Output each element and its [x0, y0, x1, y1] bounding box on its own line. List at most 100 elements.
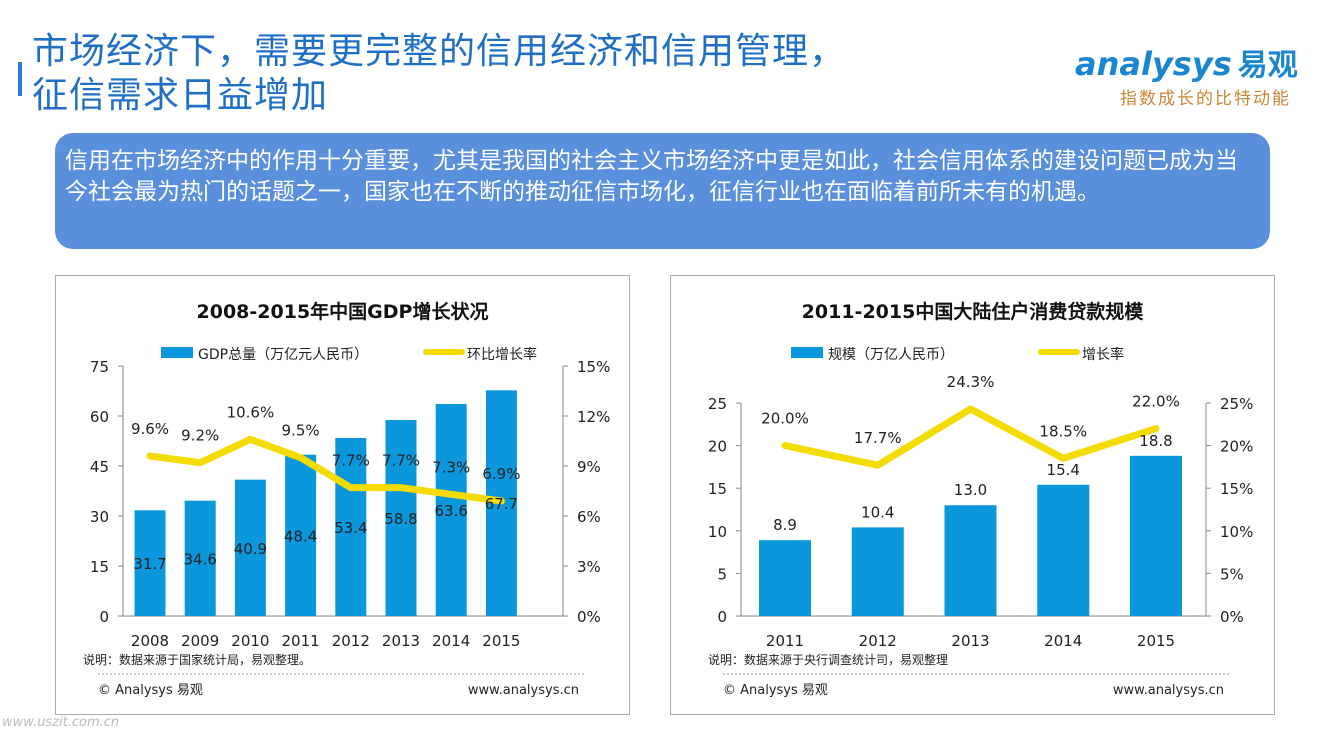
x-tick-label: 2014 [1044, 632, 1082, 650]
y-tick-label: 0 [717, 608, 727, 626]
bar [944, 505, 997, 616]
y-tick-label: 15 [708, 480, 727, 498]
line-value-label: 7.7% [332, 452, 370, 470]
intro-callout: 信用在市场经济中的作用十分重要，尤其是我国的社会主义市场经济中更是如此，社会信用… [55, 133, 1270, 249]
y2-tick-label: 25% [1220, 395, 1253, 413]
y-tick-label: 5 [717, 565, 727, 583]
y2-tick-label: 15% [1220, 480, 1253, 498]
legend-bar-swatch [791, 347, 823, 358]
line-value-label: 17.7% [854, 429, 902, 447]
bar [1130, 455, 1182, 616]
bar [759, 540, 811, 616]
footer-url: www.analysys.cn [1113, 683, 1224, 698]
y2-tick-label: 20% [1220, 438, 1253, 456]
x-tick-label: 2012 [859, 632, 897, 650]
y-tick-label: 0 [99, 608, 109, 626]
bar [285, 454, 317, 616]
line-value-label: 20.0% [761, 410, 809, 428]
bar-value-label: 53.4 [334, 519, 367, 537]
x-tick-label: 2010 [231, 632, 269, 650]
title-line-2: 征信需求日益增加 [32, 75, 329, 116]
logo-brand-cn: 易观 [1237, 48, 1298, 83]
y-tick-label: 60 [90, 408, 109, 426]
x-tick-label: 2012 [332, 632, 370, 650]
analysys-logo: analysys 易观 指数成长的比特动能 [1075, 40, 1305, 109]
y-tick-label: 20 [708, 438, 727, 456]
bar [335, 438, 367, 616]
legend-line-label: 环比增长率 [467, 346, 537, 363]
growth-line [146, 435, 505, 505]
y-tick-label: 30 [90, 508, 109, 526]
legend-bar-label: GDP总量（万亿元人民币） [198, 347, 368, 363]
bar-value-label: 67.7 [485, 495, 518, 513]
legend-bar-label: 规模（万亿人民币） [828, 347, 954, 363]
bar [385, 420, 417, 616]
line-value-label: 6.9% [482, 465, 520, 483]
page-title: 市场经济下，需要更完整的信用经济和信用管理， 征信需求日益增加 [32, 30, 846, 118]
line-value-label: 7.7% [382, 452, 420, 470]
bar [134, 510, 166, 616]
x-tick-label: 2013 [382, 632, 420, 650]
y-tick-label: 10 [708, 523, 727, 541]
bar-value-label: 34.6 [183, 550, 216, 568]
bar [435, 404, 467, 616]
bar-value-label: 15.4 [1047, 461, 1080, 479]
line-value-label: 10.6% [227, 403, 275, 421]
bar [184, 500, 216, 616]
bar-value-label: 10.4 [861, 503, 894, 521]
y2-tick-label: 15% [577, 358, 610, 376]
footer-copyright: © Analysys 易观 [98, 683, 203, 698]
bar-value-label: 58.8 [384, 510, 417, 528]
y2-tick-label: 12% [577, 408, 610, 426]
footer-url: www.analysys.cn [468, 683, 579, 698]
footer-copyright: © Analysys 易观 [723, 683, 828, 698]
x-tick-label: 2015 [1137, 632, 1175, 650]
watermark: www.uszit.com.cn [2, 715, 120, 730]
chart-source-note: 说明：数据来源于国家统计局，易观整理。 [83, 652, 311, 667]
gdp-chart: 2008-2015年中国GDP增长状况 GDP总量（万亿元人民币） 环比增长率 0 0%… [83, 300, 610, 698]
line-value-label: 24.3% [947, 373, 995, 391]
bar-value-label: 48.4 [284, 527, 317, 545]
y2-tick-label: 3% [577, 558, 601, 576]
chart-source-note: 说明：数据来源于央行调查统计司，易观整理 [708, 652, 948, 667]
y2-tick-label: 0% [577, 608, 601, 626]
y-tick-label: 45 [90, 458, 109, 476]
growth-line [781, 405, 1160, 469]
y2-tick-label: 6% [577, 508, 601, 526]
legend-bar-swatch [161, 347, 193, 358]
bar [234, 479, 266, 616]
x-tick-label: 2011 [282, 632, 320, 650]
x-tick-label: 2015 [482, 632, 520, 650]
bar-value-label: 18.8 [1139, 432, 1172, 450]
y-tick-label: 15 [90, 558, 109, 576]
line-value-label: 7.3% [432, 458, 470, 476]
bar [851, 527, 904, 616]
x-tick-label: 2011 [766, 632, 804, 650]
x-tick-label: 2013 [951, 632, 989, 650]
title-accent-bar [18, 62, 22, 96]
bar-value-label: 63.6 [434, 502, 467, 520]
y2-tick-label: 10% [1220, 523, 1253, 541]
line-value-label: 9.5% [282, 422, 320, 440]
line-value-label: 9.6% [131, 420, 169, 438]
bar-value-label: 8.9 [773, 516, 797, 534]
y2-tick-label: 5% [1220, 565, 1244, 583]
bar-value-label: 13.0 [954, 481, 987, 499]
consumer-loan-chart-panel: 2011-2015中国大陆住户消费贷款规模 规模（万亿人民币） 增长率 0 0% 5 5% 1… [670, 275, 1275, 715]
title-line-1: 市场经济下，需要更完整的信用经济和信用管理， [32, 31, 847, 72]
x-tick-label: 2009 [181, 632, 219, 650]
y2-tick-label: 9% [577, 458, 601, 476]
logo-slogan: 指数成长的比特动能 [1120, 89, 1291, 109]
bar-value-label: 40.9 [234, 540, 267, 558]
y-tick-label: 25 [708, 395, 727, 413]
x-tick-label: 2008 [131, 632, 169, 650]
bar-value-label: 31.7 [133, 555, 166, 573]
bar [1037, 484, 1090, 616]
y2-tick-label: 0% [1220, 608, 1244, 626]
chart-title: 2011-2015中国大陆住户消费贷款规模 [802, 300, 1145, 323]
line-value-label: 18.5% [1039, 422, 1087, 440]
chart-title: 2008-2015年中国GDP增长状况 [197, 300, 489, 323]
logo-brand-en: analysys [1075, 45, 1232, 83]
line-value-label: 22.0% [1132, 393, 1180, 411]
